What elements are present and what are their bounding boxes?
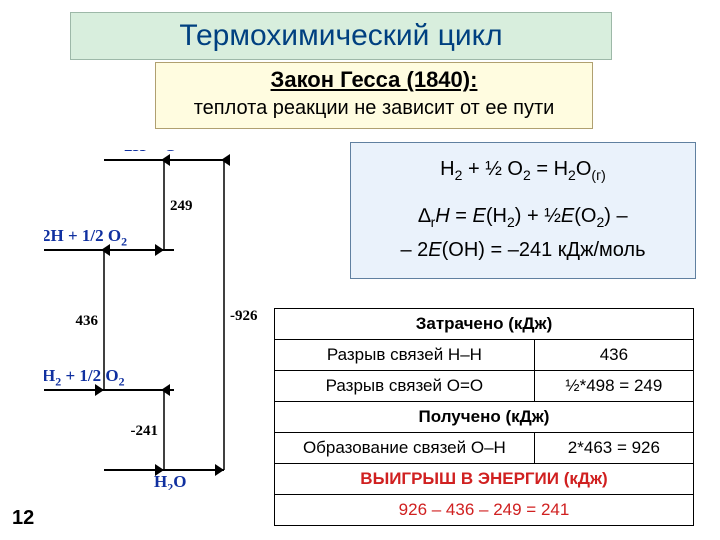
gain-value: 926 – 436 – 249 = 241 (275, 495, 694, 526)
hess-law-text: теплота реакции не зависит от ее пути (164, 97, 584, 120)
row3-value: 2*463 = 926 (534, 433, 693, 464)
delta-h-line2: – 2E(OH) = –241 кДж/моль (363, 234, 683, 266)
row2-value: ½*498 = 249 (534, 371, 693, 402)
table-row: Разрыв связей O=O ½*498 = 249 (275, 371, 694, 402)
delta-h-line1: ∆rH = E(H2) + ½E(O2) – (363, 200, 683, 233)
title-box: Термохимический цикл (70, 12, 612, 60)
reaction-box: H2 + ½ O2 = H2O(г) ∆rH = E(H2) + ½E(O2) … (350, 142, 696, 279)
hess-law-title: Закон Гесса (1840): (164, 67, 584, 93)
gained-header: Получено (кДж) (275, 402, 694, 433)
row1-value: 436 (534, 340, 693, 371)
page-number: 12 (12, 507, 34, 530)
svg-text:-926: -926 (230, 308, 258, 324)
svg-text:249: 249 (170, 198, 193, 214)
gain-header: ВЫИГРЫШ В ЭНЕРГИИ (кДж) (275, 464, 694, 495)
svg-text:-241: -241 (131, 423, 159, 439)
table-row: Разрыв связей H–H 436 (275, 340, 694, 371)
energy-table: Затрачено (кДж) Разрыв связей H–H 436 Ра… (274, 308, 694, 526)
row1-label: Разрыв связей H–H (275, 340, 535, 371)
energy-diagram: 2H + O2H + 1/2 O2H2 + 1/2 O2H2O249436-24… (44, 150, 304, 490)
hess-law-box: Закон Гесса (1840): теплота реакции не з… (155, 62, 593, 129)
reaction-equation: H2 + ½ O2 = H2O(г) (363, 153, 683, 186)
svg-text:436: 436 (76, 313, 99, 329)
row2-label: Разрыв связей O=O (275, 371, 535, 402)
table-row: Образование связей O–H 2*463 = 926 (275, 433, 694, 464)
title-text: Термохимический цикл (179, 19, 502, 52)
row3-label: Образование связей O–H (275, 433, 535, 464)
spent-header: Затрачено (кДж) (275, 309, 694, 340)
